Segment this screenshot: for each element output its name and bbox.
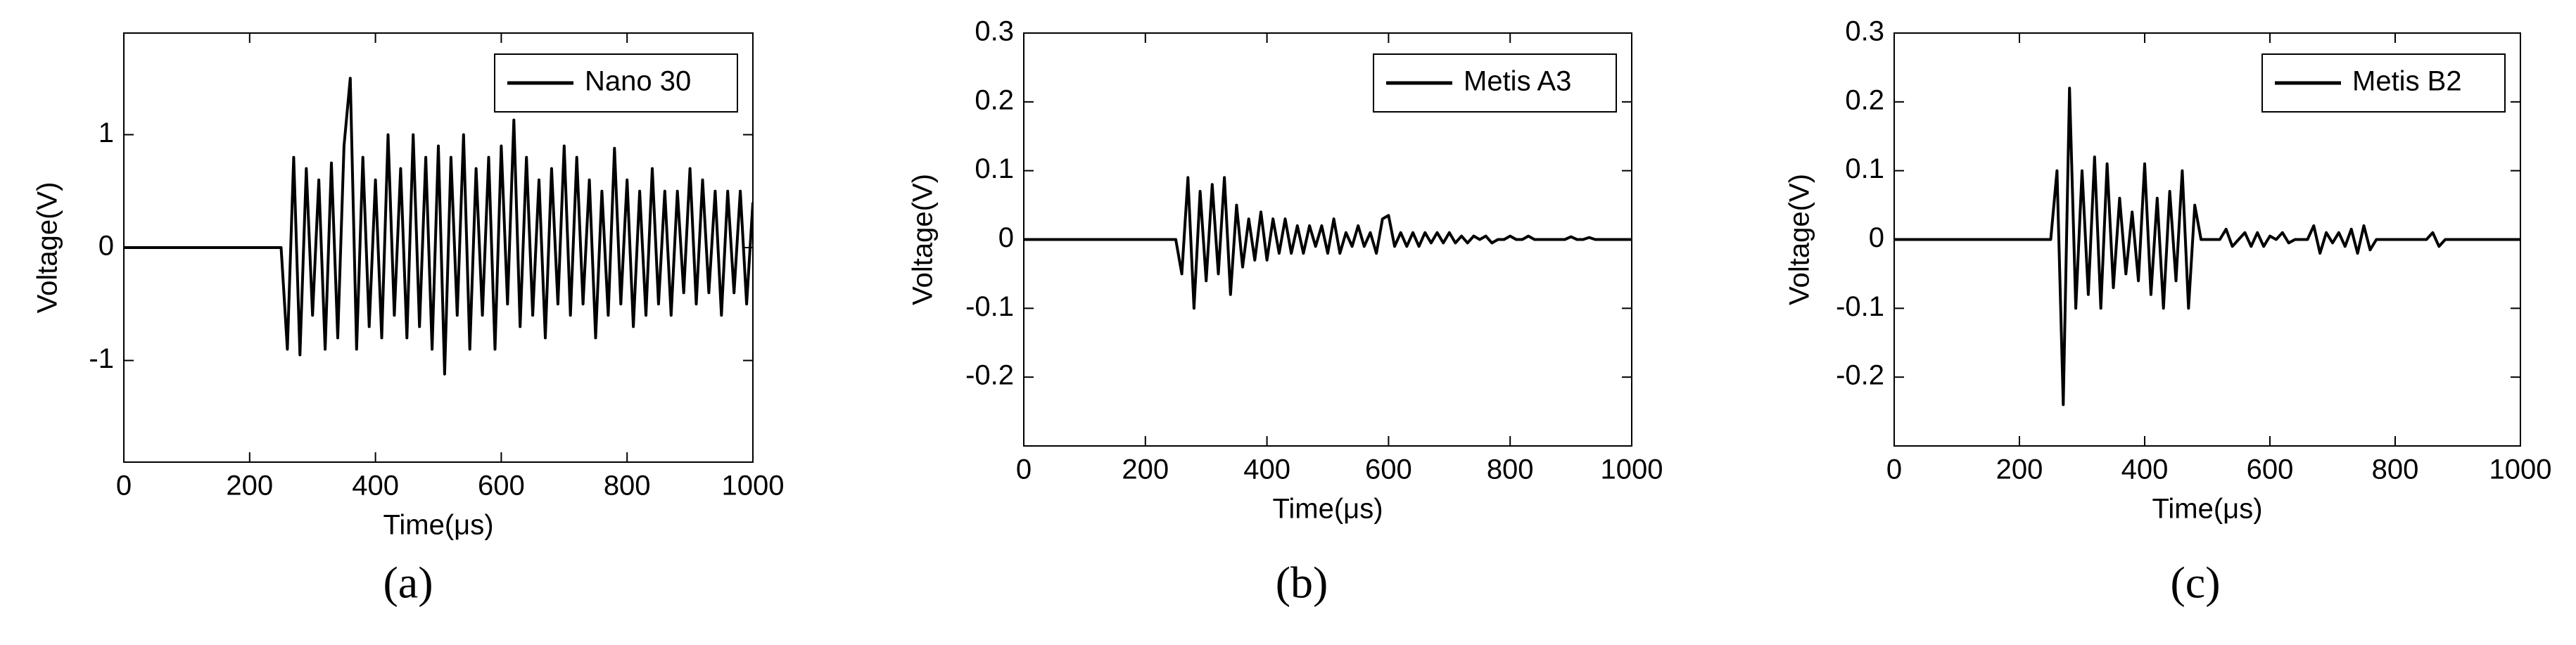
y-tick-label: 0.3 <box>1845 16 1884 47</box>
x-tick-label: 800 <box>1487 454 1534 485</box>
x-tick-label: 600 <box>478 471 525 502</box>
y-tick-label: -0.2 <box>1836 360 1884 391</box>
x-tick-label: 600 <box>2247 454 2294 485</box>
y-tick-label: 0 <box>1869 222 1884 253</box>
x-tick-label: 800 <box>2372 454 2419 485</box>
plot-frame <box>1893 32 2521 447</box>
y-tick-label: 1 <box>99 117 114 148</box>
x-tick-label: 200 <box>1122 454 1169 485</box>
x-tick-label: 1000 <box>2489 454 2552 485</box>
y-tick-label: -0.2 <box>965 360 1014 391</box>
legend-label: Metis A3 <box>1464 66 1571 97</box>
plot-area <box>124 77 753 376</box>
x-tick-label: 1000 <box>722 471 785 502</box>
signal-line <box>124 77 753 376</box>
x-tick-label: 800 <box>604 471 651 502</box>
caption: (a) <box>383 558 433 608</box>
y-tick-label: -0.1 <box>965 291 1014 322</box>
legend-label: Metis B2 <box>2352 66 2462 97</box>
x-tick-label: 0 <box>1886 454 1902 485</box>
y-tick-label: 0.3 <box>975 16 1014 47</box>
plot-frame <box>1023 32 1632 447</box>
x-tick-label: 400 <box>1243 454 1290 485</box>
signal-line <box>1024 176 1632 310</box>
y-tick-label: 0.2 <box>1845 84 1884 115</box>
x-tick-label: 600 <box>1365 454 1412 485</box>
x-axis-label: Time(μs) <box>1272 494 1383 525</box>
x-axis-label: Time(μs) <box>2152 494 2262 525</box>
y-axis-label: Voltage(V) <box>32 182 63 314</box>
x-tick-label: 200 <box>226 471 273 502</box>
y-tick-label: 0 <box>99 231 114 262</box>
x-tick-label: 400 <box>2121 454 2169 485</box>
x-tick-label: 0 <box>116 471 132 502</box>
caption: (b) <box>1276 558 1328 608</box>
y-tick-label: 0.1 <box>1845 153 1884 184</box>
y-tick-label: -0.1 <box>1836 291 1884 322</box>
y-tick-label: -1 <box>89 343 114 374</box>
y-tick-label: 0 <box>998 222 1014 253</box>
x-axis-label: Time(μs) <box>383 510 493 541</box>
caption: (c) <box>2170 558 2220 608</box>
x-tick-label: 200 <box>1996 454 2043 485</box>
y-axis-label: Voltage(V) <box>908 174 939 305</box>
y-tick-label: 0.1 <box>975 153 1014 184</box>
x-tick-label: 0 <box>1016 454 1032 485</box>
plot-frame <box>123 32 754 463</box>
plot-area <box>1024 176 1632 310</box>
y-tick-label: 0.2 <box>975 84 1014 115</box>
legend-label: Nano 30 <box>585 66 691 97</box>
x-tick-label: 1000 <box>1601 454 1663 485</box>
y-axis-label: Voltage(V) <box>1784 174 1815 305</box>
plot-area <box>1894 87 2520 407</box>
signal-line <box>1894 87 2520 407</box>
x-tick-label: 400 <box>352 471 399 502</box>
